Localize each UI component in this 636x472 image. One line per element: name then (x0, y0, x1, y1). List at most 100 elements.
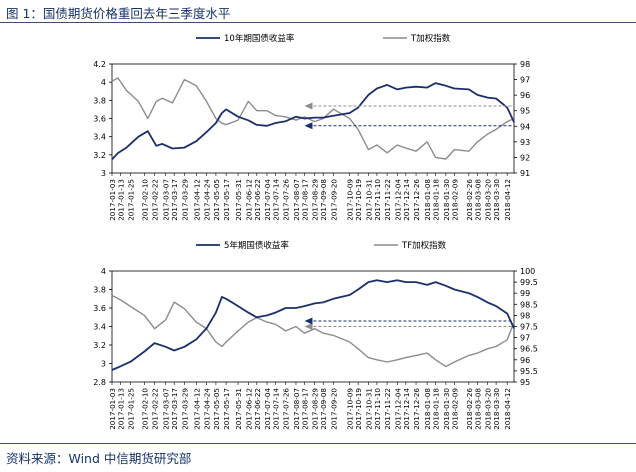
y-right-tick-label: 92 (520, 153, 530, 162)
x-tick-label: 2017-05-31 (234, 179, 243, 221)
title-divider (0, 22, 636, 23)
x-tick-label: 2017-03-07 (162, 179, 171, 221)
y-right-tick-label: 98 (520, 60, 530, 69)
chart-5y-yield-vs-tf-index: 2.8 3 3.2 3.4 3.6 3.8 4 95 95.5 96 96.5 97 97.5 98 98.… (93, 240, 538, 430)
x-tick-label: 2017-11-22 (383, 179, 392, 221)
y-left-tick-label: 4.2 (93, 60, 106, 69)
x-tick-label: 2017-02-22 (151, 388, 160, 430)
y-right-tick-label: 95 (520, 107, 530, 116)
x-tick-label: 2018-01-30 (442, 179, 451, 221)
y-right-tick-label: 97 (520, 76, 530, 85)
x-tick-label: 2018-04-12 (503, 179, 512, 221)
x-tick-label: 2017-04-24 (203, 179, 212, 221)
x-tick-label: 2018-01-08 (423, 179, 432, 221)
series-line-yield (111, 82, 515, 161)
y-right-tick-label: 95 (520, 378, 530, 387)
x-tick-label: 2017-03-17 (170, 388, 179, 430)
y-right-tick-label: 94 (520, 122, 530, 131)
x-tick-label: 2017-02-22 (151, 179, 160, 221)
x-tick-label: 2017-08-29 (311, 388, 320, 430)
x-tick-label: 2018-03-30 (492, 388, 501, 430)
x-tick-label: 2017-03-29 (180, 388, 189, 430)
x-tick-label: 2017-09-08 (319, 179, 328, 221)
x-tick-label: 2017-05-05 (212, 179, 221, 221)
y-right-tick-label: 97.5 (520, 323, 538, 332)
x-tick-label: 2018-02-09 (450, 179, 459, 221)
x-tick-label: 2017-10-31 (364, 388, 373, 430)
series-line-index (111, 77, 515, 160)
x-tick-label: 2017-07-14 (272, 388, 281, 430)
legend-label-yield: 5年期国债收益率 (224, 240, 289, 251)
x-tick-label: 2017-08-17 (300, 179, 309, 221)
arrow-head (304, 122, 313, 130)
y-right-tick-label: 93 (520, 138, 530, 147)
arrow-head (304, 323, 313, 330)
x-tick-label: 2017-12-26 (412, 179, 421, 221)
y-left-tick-label: 4 (101, 78, 106, 87)
x-tick-label: 2017-08-17 (300, 388, 309, 430)
x-tick-label: 2018-01-08 (423, 388, 432, 430)
y-right-tick-label: 95.5 (520, 367, 538, 376)
y-left-tick-label: 3.6 (93, 304, 106, 313)
x-tick-label: 2018-02-26 (465, 179, 474, 221)
x-tick-label: 2017-03-07 (162, 388, 171, 430)
y-left-tick-label: 3.8 (93, 96, 106, 105)
y-left-tick-label: 3.8 (93, 286, 106, 295)
x-tick-label: 2018-03-08 (473, 179, 482, 221)
x-tick-label: 2017-12-14 (402, 388, 411, 430)
legend-label-index: T加权指数 (410, 33, 451, 44)
x-tick-label: 2017-04-12 (192, 179, 201, 221)
x-tick-label: 2017-12-04 (393, 179, 402, 221)
x-tick-label: 2018-03-20 (484, 388, 493, 430)
x-tick-label: 2017-06-22 (253, 179, 262, 221)
x-tick-label: 2017-04-24 (203, 388, 212, 430)
x-tick-label: 2018-01-30 (442, 388, 451, 430)
x-tick-label: 2017-12-26 (412, 388, 421, 430)
chart-area: 3 3.2 3.4 3.6 3.8 4 4.2 91 92 93 94 95 96 97 98 2017-01… (93, 33, 538, 430)
source-note: 资料来源：Wind 中信期货研究部 (6, 451, 192, 466)
x-tick-label: 2018-01-18 (432, 388, 441, 430)
x-tick-label: 2018-02-26 (465, 388, 474, 430)
x-tick-label: 2018-01-18 (432, 179, 441, 221)
x-tick-label: 2017-07-26 (282, 388, 291, 430)
x-tick-label: 2018-03-20 (484, 179, 493, 221)
x-tick-label: 2017-11-10 (373, 179, 382, 221)
y-left-tick-label: 2.8 (93, 378, 106, 387)
x-tick-label: 2017-07-14 (272, 179, 281, 221)
x-tick-label: 2017-12-14 (402, 179, 411, 221)
x-tick-label: 2017-04-12 (192, 388, 201, 430)
x-tick-label: 2017-09-20 (329, 388, 338, 430)
x-tick-label: 2017-10-09 (346, 179, 355, 221)
arrow-head (304, 102, 313, 110)
y-right-tick-label: 98 (520, 311, 530, 320)
x-tick-label: 2018-03-08 (473, 388, 482, 430)
x-tick-label: 2017-11-22 (383, 388, 392, 430)
x-tick-label: 2017-03-29 (180, 179, 189, 221)
y-right-tick-label: 97 (520, 334, 530, 343)
series-line-yield (111, 279, 515, 371)
x-tick-label: 2017-01-25 (127, 388, 136, 430)
y-right-tick-label: 96.5 (520, 345, 538, 354)
x-tick-label: 2017-07-04 (263, 388, 272, 430)
y-left-tick-label: 3 (101, 169, 106, 178)
x-tick-label: 2017-05-17 (222, 179, 231, 221)
y-right-tick-label: 96 (520, 356, 530, 365)
x-tick-label: 2017-06-12 (244, 388, 253, 430)
y-right-tick-label: 100 (520, 267, 535, 276)
x-tick-label: 2018-02-09 (450, 388, 459, 430)
x-tick-label: 2017-09-08 (319, 388, 328, 430)
x-tick-label: 2017-07-04 (263, 179, 272, 221)
y-right-tick-label: 96 (520, 91, 530, 100)
x-tick-label: 2017-05-05 (212, 388, 221, 430)
y-right-tick-label: 91 (520, 169, 530, 178)
x-tick-label: 2017-01-03 (108, 388, 117, 430)
x-tick-label: 2017-06-22 (253, 388, 262, 430)
legend-label-yield: 10年期国债收益率 (224, 33, 295, 44)
y-left-tick-label: 4 (101, 267, 106, 276)
x-tick-label: 2017-01-13 (117, 179, 126, 221)
arrow-head (304, 317, 313, 325)
figure-title: 图 1：国债期货价格重回去年三季度水平 (6, 6, 231, 21)
x-tick-label: 2017-11-10 (373, 388, 382, 430)
x-tick-label: 2017-10-19 (354, 179, 363, 221)
x-tick-label: 2017-02-10 (140, 388, 149, 430)
